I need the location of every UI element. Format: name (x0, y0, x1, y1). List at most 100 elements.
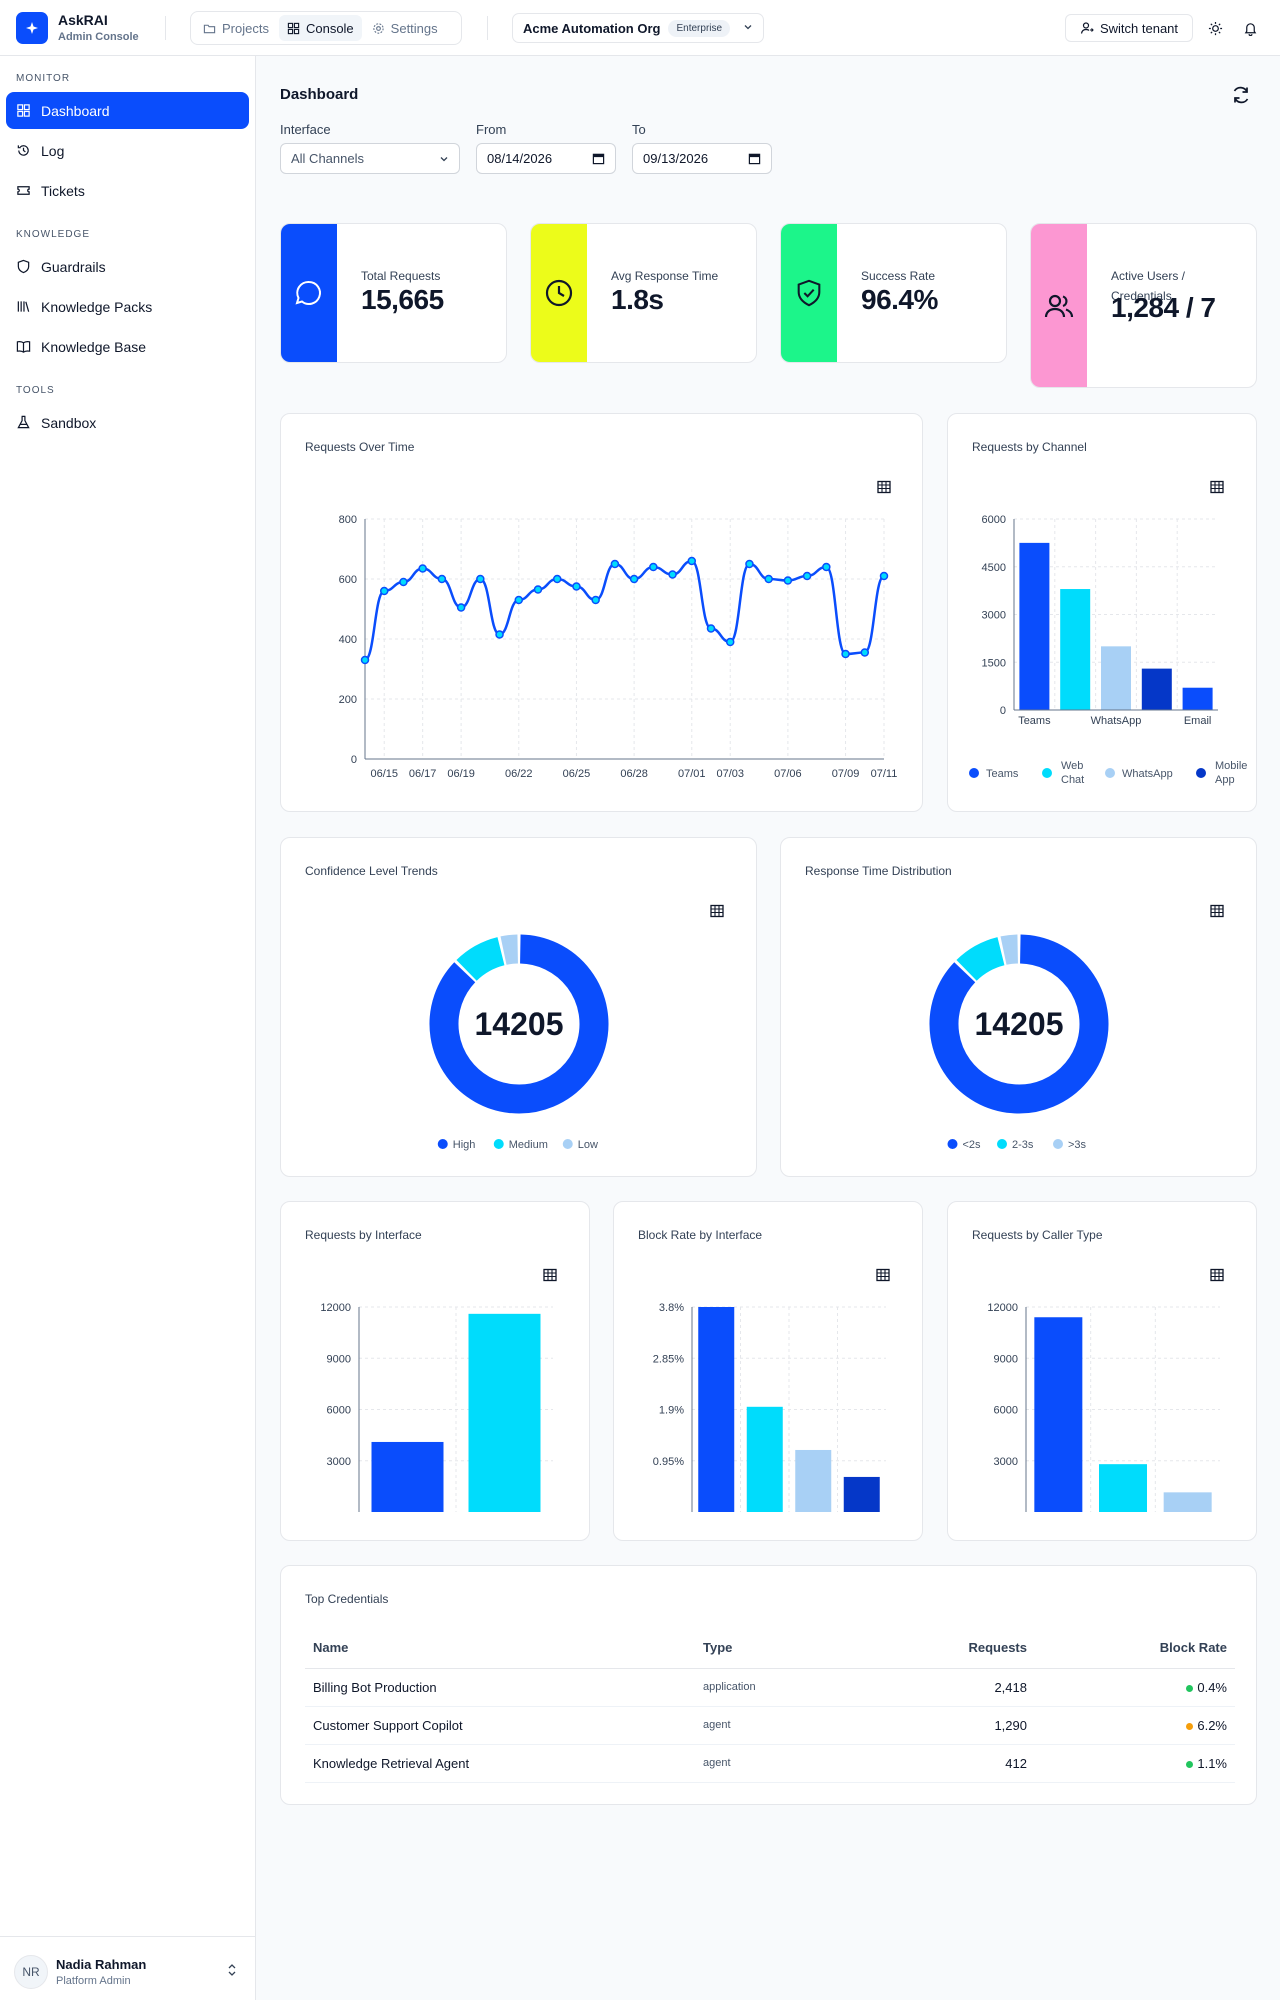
top-credentials-card: Top Credentials Name Type Requests Block… (280, 1565, 1257, 1805)
x-tick-label: 07/09 (832, 768, 860, 780)
stat-label: Success Rate (861, 269, 936, 283)
data-point (476, 574, 485, 584)
sidebar-item-knowledge-packs[interactable]: Knowledge Packs (6, 288, 249, 325)
donut-center-label: 14205 (475, 1006, 564, 1042)
col-type[interactable]: Type (695, 1628, 895, 1669)
theme-toggle[interactable] (1203, 16, 1227, 40)
refresh-icon[interactable] (1230, 84, 1252, 106)
col-requests[interactable]: Requests (895, 1628, 1035, 1669)
table-header-row: Name Type Requests Block Rate (305, 1628, 1235, 1669)
legend-label: >3s (1068, 1139, 1087, 1151)
chevron-down-icon (440, 156, 448, 161)
response-time-donut-chart: 14205 <2s 2-3s >3s (929, 934, 1109, 1151)
caller-type-card: Requests by Caller Type 3000 6000 9000 1200… (947, 1201, 1257, 1541)
nav-settings[interactable]: Settings (364, 15, 446, 41)
data-point (495, 630, 504, 639)
table-view-icon[interactable] (1210, 1268, 1224, 1282)
data-point (860, 648, 870, 657)
sparkle-icon (26, 22, 38, 34)
switch-tenant-label: Switch tenant (1099, 20, 1179, 36)
y-tick-label: 400 (339, 634, 357, 646)
table-row[interactable]: Knowledge Retrieval Agent agent 412 1.1% (305, 1744, 1235, 1783)
data-point (841, 649, 850, 659)
sidebar-item-guardrails[interactable]: Guardrails (6, 248, 249, 285)
cell-requests: 412 (895, 1744, 1035, 1783)
plan-badge: Enterprise (668, 19, 731, 37)
data-point (552, 574, 562, 584)
legend-label: <2s (963, 1139, 982, 1151)
nav-console[interactable]: Console (278, 15, 362, 41)
bar (1034, 1317, 1083, 1512)
data-point (418, 564, 427, 573)
sidebar-item-dashboard[interactable]: Dashboard (6, 92, 249, 129)
table-row[interactable]: Customer Support Copilot agent 1,290 6.2… (305, 1706, 1235, 1745)
legend-label: High (453, 1139, 476, 1151)
donut-slice (500, 934, 519, 965)
y-tick-label: 3000 (982, 610, 1006, 622)
legend-swatch (947, 1139, 958, 1149)
cell-type: application (695, 1668, 895, 1707)
legend-label: Web (1061, 760, 1083, 772)
to-label: To (632, 122, 646, 137)
interface-select[interactable]: All Channels (280, 143, 460, 174)
bar (795, 1449, 832, 1512)
x-tick-label: Email (1184, 715, 1212, 727)
user-menu[interactable]: NR Nadia Rahman Platform Admin (0, 1936, 256, 2000)
data-point (591, 595, 600, 605)
table-view-icon[interactable] (876, 1268, 890, 1282)
section-label-knowledge: KNOWLEDGE (16, 229, 91, 240)
legend-swatch (1105, 768, 1115, 778)
cell-block-rate: 6.2% (1035, 1706, 1235, 1745)
block-rate-value: 6.2% (1197, 1717, 1227, 1733)
data-point (764, 574, 773, 584)
bar (1060, 589, 1091, 710)
table-view-icon[interactable] (710, 904, 724, 918)
data-point (360, 655, 370, 665)
app-logo[interactable] (16, 12, 48, 44)
bar (1141, 668, 1172, 710)
requests-over-time-card: Requests Over Time 0 200 400 600 800 06/15 06/… (280, 413, 923, 812)
col-name[interactable]: Name (305, 1628, 695, 1669)
org-selector[interactable]: Acme Automation Org Enterprise (512, 13, 764, 43)
table-view-icon[interactable] (877, 480, 891, 494)
from-date-input[interactable]: 08/14/2026 (476, 143, 616, 174)
gear-icon (372, 22, 384, 34)
table-row[interactable]: Billing Bot Production application 2,418… (305, 1668, 1235, 1707)
y-tick-label: 1.9% (659, 1405, 684, 1417)
donut-slice (956, 937, 1006, 982)
nav-projects[interactable]: Projects (195, 15, 277, 41)
folder-icon (203, 24, 216, 33)
sidebar-item-tickets[interactable]: Tickets (6, 172, 249, 209)
cell-requests: 1,290 (895, 1706, 1035, 1745)
notifications-button[interactable] (1238, 16, 1262, 40)
chart-title: Block Rate by Interface (638, 1228, 763, 1242)
y-tick-label: 200 (339, 694, 357, 706)
table-view-icon[interactable] (543, 1268, 557, 1282)
bar (1019, 542, 1050, 710)
table-view-icon[interactable] (1210, 480, 1224, 494)
cell-name: Customer Support Copilot (305, 1706, 695, 1745)
chart-title: Confidence Level Trends (305, 864, 438, 878)
top-navigation: Projects Console Settings (190, 11, 462, 45)
section-label-monitor: MONITOR (16, 73, 71, 84)
col-block-rate[interactable]: Block Rate (1035, 1628, 1235, 1669)
sidebar-item-label: Guardrails (41, 258, 106, 275)
table-view-icon[interactable] (1210, 904, 1224, 918)
sidebar-item-knowledge-base[interactable]: Knowledge Base (6, 328, 249, 365)
chart-title: Requests by Channel (972, 440, 1087, 454)
ticket-icon (17, 186, 30, 195)
block-rate-card: Block Rate by Interface 0.95% 1.9% 2.85% 3.… (613, 1201, 923, 1541)
switch-tenant-button[interactable]: Switch tenant (1065, 14, 1193, 42)
legend-label: App (1215, 774, 1235, 786)
bar (371, 1441, 444, 1512)
x-tick-label: Teams (1018, 715, 1051, 727)
history-icon (17, 145, 29, 156)
page-title: Dashboard (280, 86, 359, 103)
cell-block-rate: 0.4% (1035, 1668, 1235, 1707)
block-rate-bar-chart: 0.95% 1.9% 2.85% 3.8% (653, 1302, 886, 1512)
to-date-input[interactable]: 09/13/2026 (632, 143, 772, 174)
sidebar-item-sandbox[interactable]: Sandbox (6, 404, 249, 441)
y-tick-label: 6000 (327, 1405, 351, 1417)
sidebar-item-log[interactable]: Log (6, 132, 249, 169)
legend-swatch (969, 768, 979, 778)
